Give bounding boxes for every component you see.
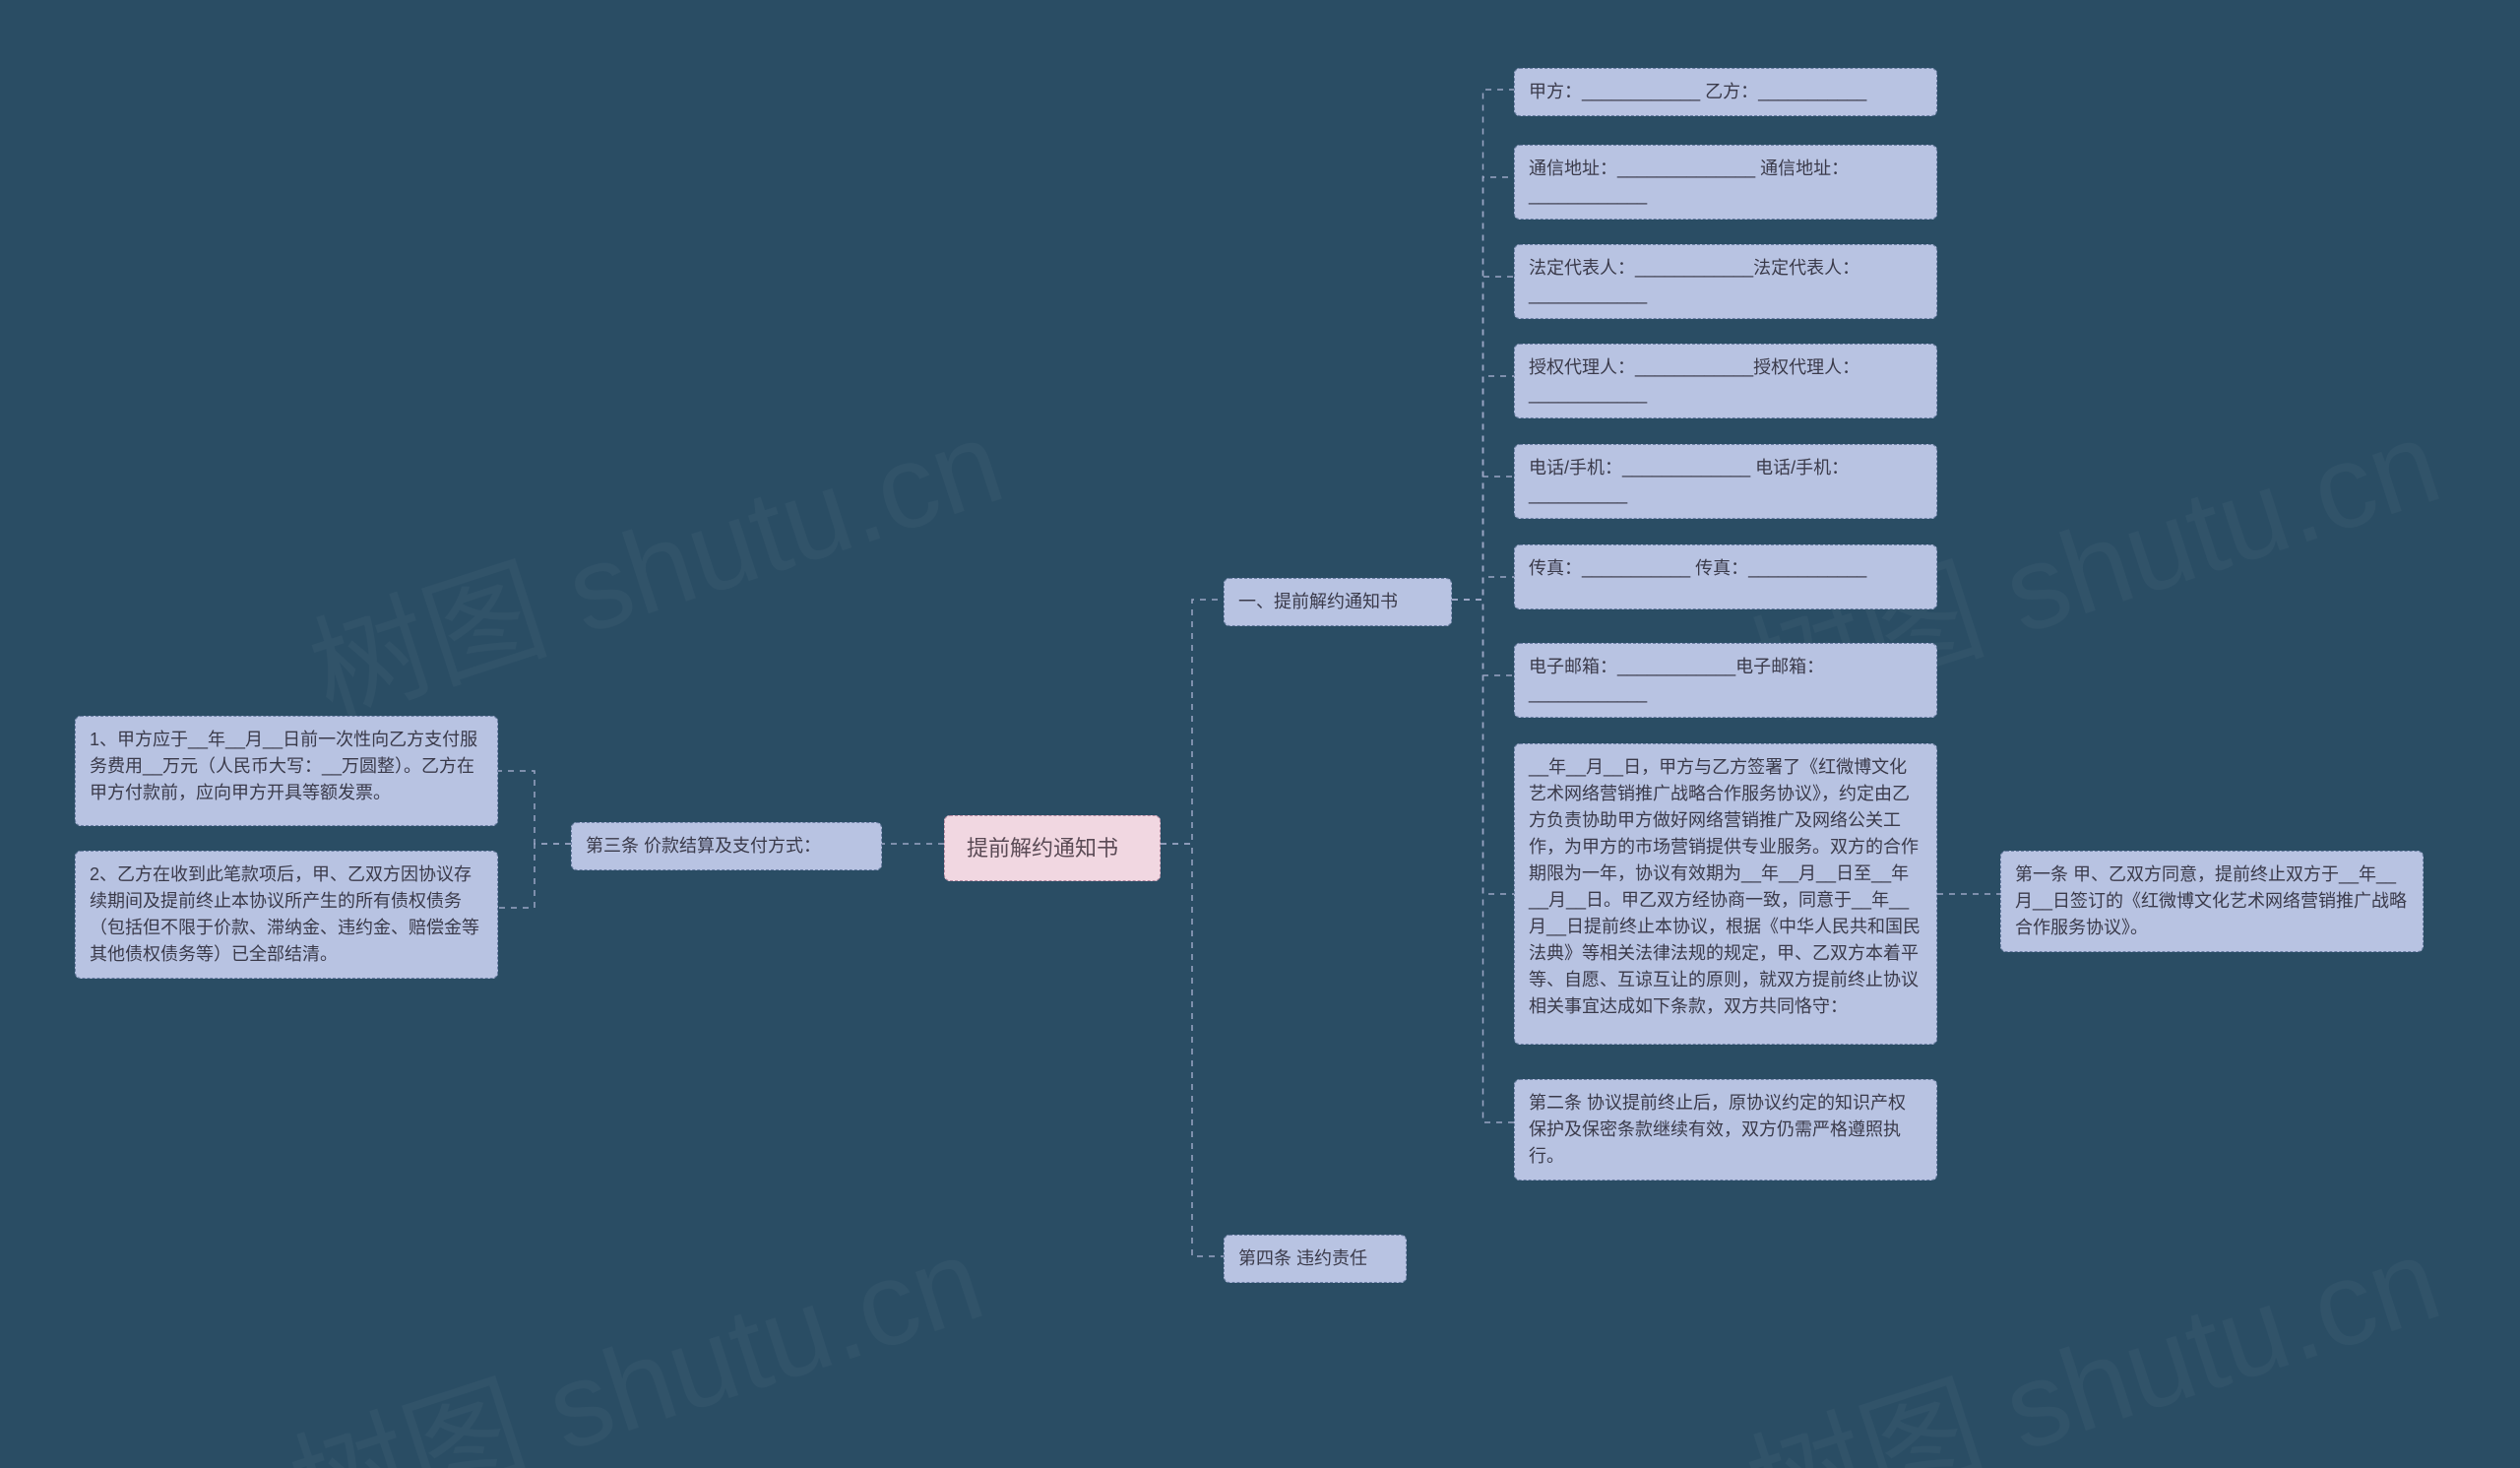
mindmap-node: __年__月__日，甲方与乙方签署了《红微博文化艺术网络营销推广战略合作服务协议…: [1514, 743, 1937, 1045]
mindmap-node: 第四条 违约责任: [1224, 1235, 1407, 1283]
mindmap-node: 第一条 甲、乙双方同意，提前终止双方于__年__月__日签订的《红微博文化艺术网…: [2000, 851, 2424, 952]
mindmap-node: 通信地址：______________ 通信地址：____________: [1514, 145, 1937, 220]
mindmap-node: 一、提前解约通知书: [1224, 578, 1452, 626]
mindmap-node: 电话/手机：_____________ 电话/手机：__________: [1514, 444, 1937, 519]
mindmap-node: 第二条 协议提前终止后，原协议约定的知识产权保护及保密条款继续有效，双方仍需严格…: [1514, 1079, 1937, 1181]
watermark: 树图 shutu.cn: [286, 366, 1020, 750]
mindmap-node: 提前解约通知书: [944, 815, 1161, 881]
mindmap-node: 传真：___________ 传真：____________: [1514, 544, 1937, 609]
mindmap-node: 甲方：____________ 乙方：___________: [1514, 68, 1937, 116]
mindmap-node: 2、乙方在收到此笔款项后，甲、乙双方因协议存续期间及提前终止本协议所产生的所有债…: [75, 851, 498, 979]
mindmap-node: 电子邮箱：____________电子邮箱：____________: [1514, 643, 1937, 718]
mindmap-node: 授权代理人：____________授权代理人：____________: [1514, 344, 1937, 418]
mindmap-node: 法定代表人：____________法定代表人：____________: [1514, 244, 1937, 319]
watermark: 树图 shutu.cn: [267, 1183, 1000, 1468]
mindmap-node: 第三条 价款结算及支付方式：: [571, 822, 882, 870]
mindmap-node: 1、甲方应于__年__月__日前一次性向乙方支付服务费用__万元（人民币大写：_…: [75, 716, 498, 826]
watermark: 树图 shutu.cn: [1724, 1183, 2457, 1468]
